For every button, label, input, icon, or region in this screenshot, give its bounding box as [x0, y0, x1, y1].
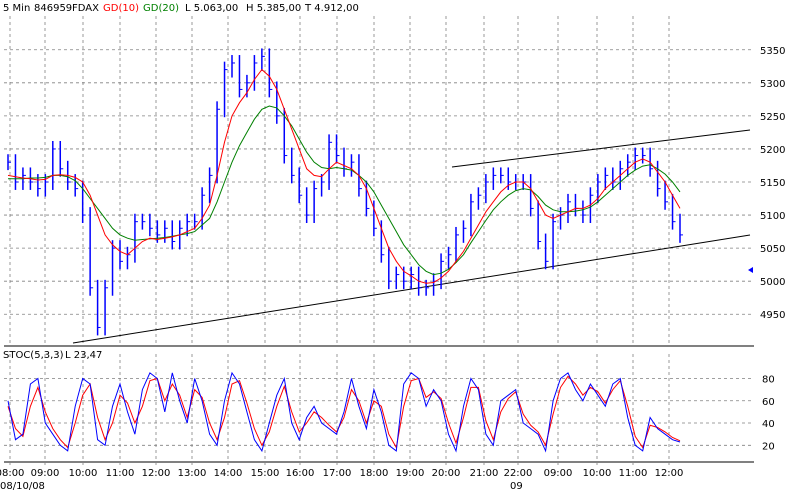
y-tick-label: 5250 [760, 112, 785, 123]
y-tick-label: 5150 [760, 178, 785, 189]
stoch-grid [4, 354, 754, 468]
ma10-line [7, 68, 681, 284]
price-grid [4, 16, 754, 347]
x-tick-label: 10:00 [583, 468, 612, 479]
y-tick-label: 5200 [760, 145, 785, 156]
ma20-line [8, 105, 681, 276]
ma20-label: GD(20) [143, 3, 179, 14]
price-bars [7, 48, 683, 336]
x-tick-label: 17:00 [323, 468, 352, 479]
y-tick-label: 5000 [760, 277, 785, 288]
trough-value: T 4.912,00 [304, 3, 359, 14]
stoch-y-tick-label: 40 [762, 419, 775, 430]
stoch-y-tick-label: 20 [762, 441, 775, 452]
y-tick-label: 5050 [760, 244, 785, 255]
x-tick-label: 20:00 [432, 468, 461, 479]
stoch-label: STOC(5,3,3) [3, 350, 64, 361]
x-tick-label: 09:00 [544, 468, 573, 479]
last-price-marker [748, 267, 753, 273]
x-tick-label: 19:00 [396, 468, 425, 479]
x-tick-label: 21:00 [470, 468, 499, 479]
stoch-y-tick-label: 60 [762, 397, 775, 408]
stoch-k-line [7, 371, 681, 453]
stoch-lines [7, 371, 681, 453]
stoch-d-line [7, 375, 681, 449]
y-tick-label: 5300 [760, 79, 785, 90]
symbol-label: FDAX [72, 3, 99, 14]
y-tick-label: 5350 [760, 46, 785, 57]
high-value: H 5.385,00 [246, 3, 301, 14]
x-tick-label: 16:00 [286, 468, 315, 479]
date-label-next: 09 [510, 481, 523, 492]
y-tick-label: 4950 [760, 310, 785, 321]
x-tick-label: 18:00 [360, 468, 389, 479]
y-tick-label: 5100 [760, 211, 785, 222]
channel-upper-line [451, 129, 751, 168]
x-tick-label: 22:00 [504, 468, 533, 479]
moving-averages [7, 68, 681, 284]
x-tick-label: 12:00 [142, 468, 171, 479]
symbol-id: 846959 [34, 3, 72, 14]
x-tick-label: 08:00 [0, 468, 24, 479]
axis-labels: 08:00 09:00 10:00 11:00 12:00 13:00 14:00 15:00… [0, 46, 785, 479]
stoch-value: L 23,47 [65, 350, 102, 361]
low-value: L 5.063,00 [185, 3, 238, 14]
stoch-y-tick-label: 80 [762, 374, 775, 385]
interval-label: 5 Min [3, 3, 30, 14]
x-tick-label: 11:00 [106, 468, 135, 479]
x-tick-label: 15:00 [251, 468, 280, 479]
date-label-start: 08/10/08 [0, 481, 45, 492]
ma10-label: GD(10) [103, 3, 139, 14]
x-tick-label: 13:00 [178, 468, 207, 479]
x-tick-label: 10:00 [69, 468, 98, 479]
x-tick-label: 12:00 [655, 468, 684, 479]
x-tick-label: 09:00 [31, 468, 60, 479]
x-tick-label: 14:00 [214, 468, 243, 479]
x-tick-label: 11:00 [619, 468, 648, 479]
